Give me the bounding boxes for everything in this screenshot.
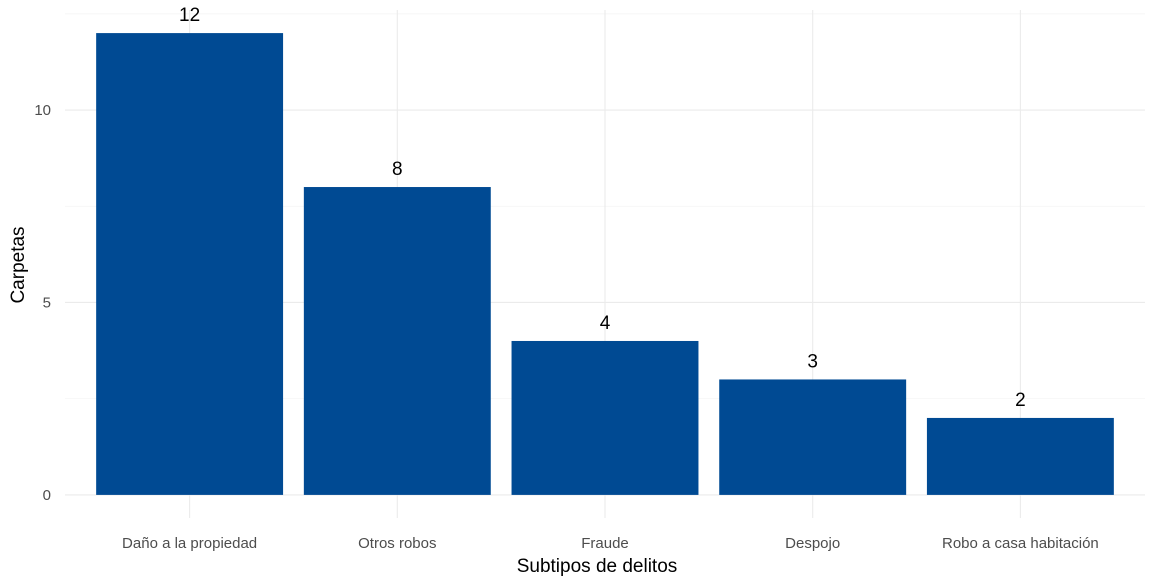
x-tick-label: Despojo xyxy=(785,535,840,552)
y-tick-label: 10 xyxy=(34,102,51,119)
bar-value-label: 12 xyxy=(179,5,200,26)
bar xyxy=(511,340,699,495)
x-axis-ticks: Daño a la propiedad Otros robos Fraude Desp… xyxy=(122,535,1099,552)
x-tick-label: Daño a la propiedad xyxy=(122,535,257,552)
x-tick-label: Robo a casa habitación xyxy=(942,535,1099,552)
x-axis-title: Subtipos de delitos xyxy=(517,556,678,577)
bars xyxy=(96,33,1114,495)
bar xyxy=(719,379,907,495)
y-axis-ticks: 0 5 10 xyxy=(34,102,51,504)
x-tick-label: Fraude xyxy=(581,535,629,552)
bar-value-label: 3 xyxy=(807,351,818,372)
x-tick-label: Otros robos xyxy=(358,535,436,552)
y-tick-label: 5 xyxy=(43,294,51,311)
bar-value-label: 2 xyxy=(1015,390,1026,411)
y-tick-label: 0 xyxy=(43,487,51,504)
data-labels: 12 8 4 3 2 xyxy=(179,5,1026,411)
bar-value-label: 4 xyxy=(600,313,611,334)
bar xyxy=(926,417,1114,495)
bar xyxy=(303,187,491,495)
bar xyxy=(96,33,284,495)
bar-value-label: 8 xyxy=(392,159,403,180)
y-axis-title: Carpetas xyxy=(8,226,29,303)
